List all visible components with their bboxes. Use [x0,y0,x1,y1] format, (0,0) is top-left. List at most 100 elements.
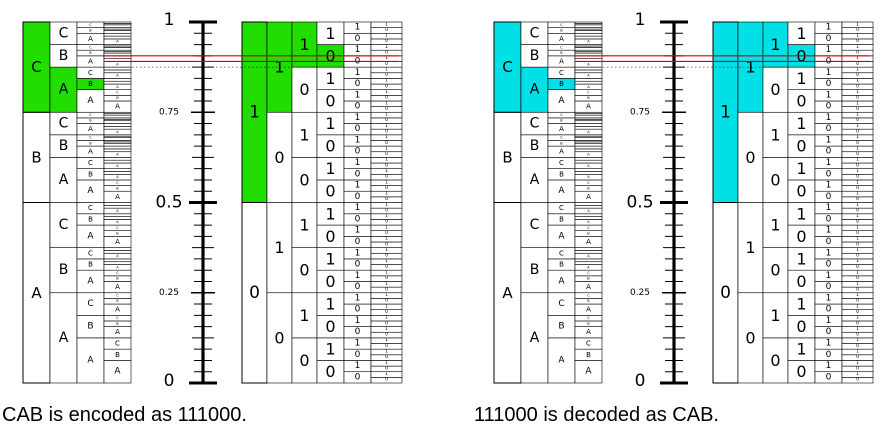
binary-digit-label: 0 [856,72,859,78]
binary-digit-label: 1 [355,158,361,168]
binary-interval [762,66,789,113]
binary-interval [291,202,318,248]
binary-digit-label: 1 [770,216,780,235]
symbol-label: B [530,262,540,278]
binary-digit-label: 0 [796,272,806,291]
binary-digit-label: 0 [745,148,755,167]
symbol-interval [103,202,132,206]
symbol-label: A [115,306,120,314]
symbol-label: B [558,322,564,332]
binary-digit-label: 0 [385,95,388,101]
symbol-label: C [87,299,93,309]
binary-digit-label: 0 [355,305,361,315]
binary-digit-label: 1 [385,157,388,163]
symbol-label: C [559,159,564,167]
binary-digit-label: 0 [325,362,335,381]
binary-digit-label: 0 [355,327,361,337]
symbol-label: A [87,96,94,106]
symbol-interval [103,66,132,71]
binary-digit-label: 0 [720,283,731,303]
symbol-interval [103,126,132,130]
binary-digit-label: 1 [355,45,361,55]
binary-digit-label: 1 [355,339,361,349]
symbol-label: A [530,82,540,98]
binary-digit-label: 0 [274,328,284,347]
symbol-interval [574,148,603,153]
symbol-label: B [116,96,119,100]
binary-digit-label: 1 [856,258,859,264]
symbol-interval [574,126,603,130]
binary-digit-label: 1 [856,315,859,321]
binary-interval [291,157,318,203]
binary-digit-label: 0 [299,170,309,189]
binary-digit-label: 0 [856,298,859,304]
binary-interval [762,337,789,384]
symbol-label: C [558,299,564,309]
symbol-label: C [560,113,563,117]
symbol-label: A [530,172,540,188]
symbol-interval [574,142,603,147]
binary-digit-label: 0 [856,83,859,89]
binary-digit-label: 1 [796,340,806,359]
symbol-label: B [116,299,119,303]
binary-digit-label: 0 [385,174,388,180]
binary-digit-label: 1 [796,249,806,268]
symbol-label: C [587,181,590,185]
binary-digit-label: 0 [745,328,755,347]
symbol-interval [103,137,132,141]
ruler-label-one: 1 [164,10,175,30]
symbol-interval [574,137,603,141]
symbol-label: A [88,125,93,133]
symbol-label: A [502,284,513,302]
symbol-label: A [115,103,120,111]
symbol-label: B [59,48,69,64]
binary-digit-label: 0 [796,137,806,156]
binary-digit-label: 1 [385,292,388,298]
symbol-label: C [587,294,590,298]
binary-digit-label: 1 [385,55,388,61]
symbol-label: A [31,284,42,302]
binary-digit-label: 1 [385,145,388,151]
binary-digit-label: 0 [355,282,361,292]
binary-digit-label: 1 [826,293,832,303]
symbol-interval [49,66,78,113]
binary-digit-label: 1 [325,114,335,133]
symbol-interval [493,202,522,384]
symbol-interval [103,24,132,28]
symbol-label: C [89,113,92,117]
binary-digit-label: 1 [796,295,806,314]
symbol-interval [103,142,132,147]
binary-interval [241,202,268,384]
binary-digit-label: 0 [826,214,832,224]
binary-digit-label: 0 [385,50,388,56]
symbol-label: A [559,125,564,133]
binary-digit-label: 0 [385,207,388,213]
symbol-interval [22,21,51,113]
binary-digit-label: 1 [826,90,832,100]
binary-digit-label: 0 [299,261,309,280]
symbol-interval [103,80,132,85]
symbol-label: C [559,249,564,257]
binary-digit-label: 0 [385,320,388,326]
binary-digit-label: 1 [826,68,832,78]
binary-digit-label: 0 [355,34,361,44]
binary-digit-label: 1 [385,44,388,50]
symbol-label: C [88,249,93,257]
binary-digit-label: 0 [856,151,859,157]
binary-digit-label: 1 [770,125,780,144]
symbol-label: A [587,74,590,78]
symbol-label: A [115,193,120,201]
symbol-interval [103,78,132,82]
symbol-label: A [115,283,120,291]
binary-digit-label: 0 [826,260,832,270]
symbol-label: A [87,276,94,286]
symbol-label: A [558,96,565,106]
symbol-label: A [587,175,590,179]
binary-interval [762,247,789,294]
binary-digit-label: 0 [826,79,832,89]
symbol-label: C [559,204,564,212]
symbol-label: C [560,23,563,27]
symbol-label: A [116,153,119,157]
symbol-interval [574,202,603,206]
